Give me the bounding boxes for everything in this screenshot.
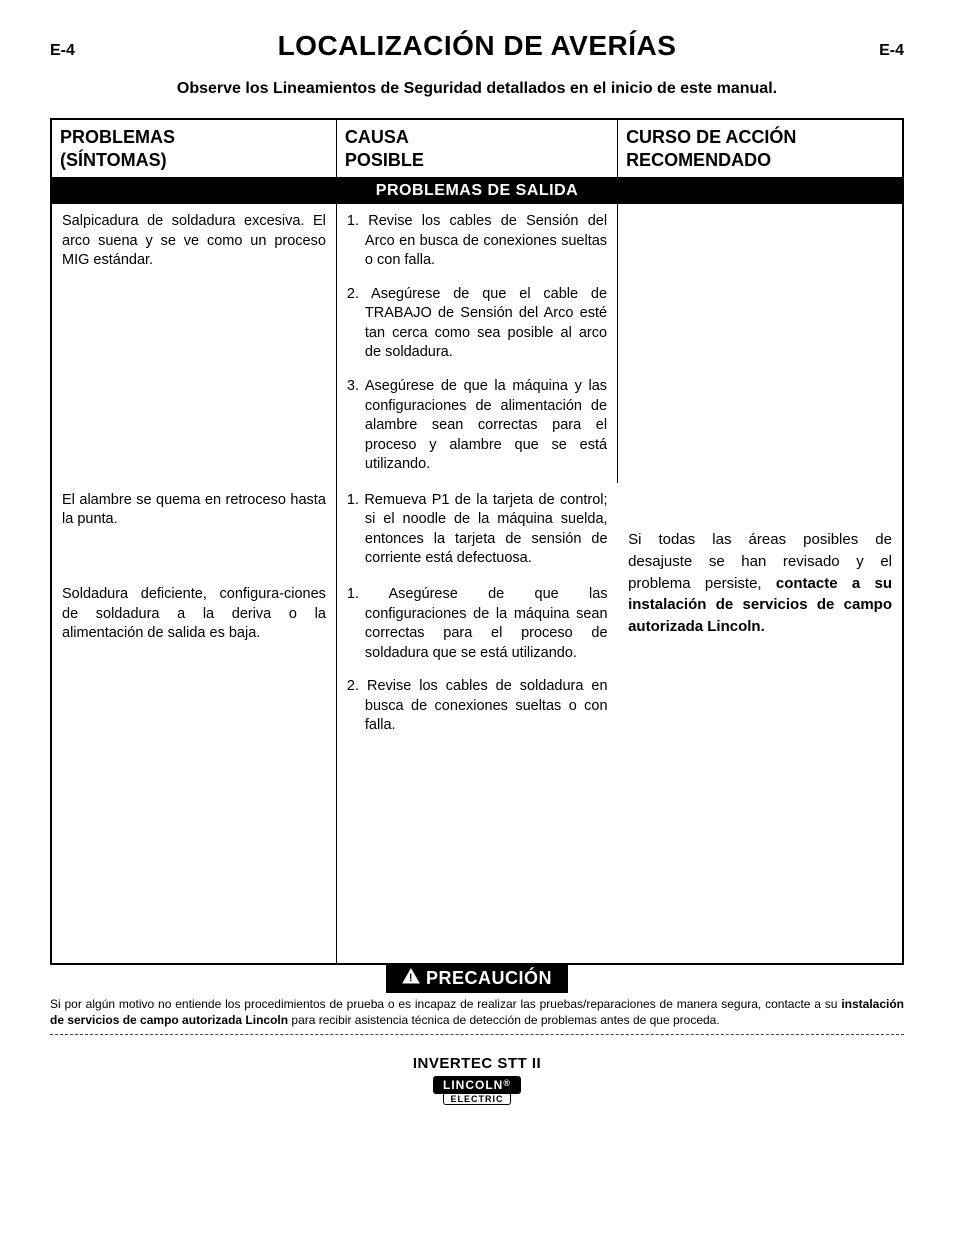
cause-cell: 1. Remueva P1 de la tarjeta de control; … <box>336 483 617 577</box>
caution-text: Si por algún motivo no entiende los proc… <box>50 997 904 1035</box>
col-cause-line2: POSIBLE <box>345 150 424 170</box>
cause-cell: 1. Revise los cables de Sensión del Arco… <box>336 204 617 483</box>
cause-list: 1. Asegúrese de que las configuraciones … <box>347 585 608 736</box>
troubleshooting-table: PROBLEMAS (SÍNTOMAS) CAUSA POSIBLE CURSO… <box>50 118 904 965</box>
cause-item: 1. Revise los cables de Sensión del Arco… <box>347 212 607 271</box>
column-header-problems: PROBLEMAS (SÍNTOMAS) <box>51 119 336 178</box>
warning-icon: ! <box>402 968 420 989</box>
cause-list: 1. Revise los cables de Sensión del Arco… <box>347 212 607 475</box>
logo-name: LINCOLN <box>443 1078 503 1092</box>
caution-prefix: Si por algún motivo no entiende los proc… <box>50 997 841 1011</box>
problem-cell: Soldadura deficiente, configura-ciones d… <box>51 577 336 744</box>
page-number-left: E-4 <box>50 42 75 60</box>
action-cell: Si todas las áreas posibles de desajuste… <box>618 204 903 964</box>
column-header-action: CURSO DE ACCIÓN RECOMENDADO <box>618 119 903 178</box>
page-title: LOCALIZACIÓN DE AVERÍAS <box>278 30 677 62</box>
cause-item: 1. Asegúrese de que las configuraciones … <box>347 585 608 663</box>
page-header: E-4 LOCALIZACIÓN DE AVERÍAS E-4 <box>50 30 904 62</box>
caution-label: PRECAUCIÓN <box>426 968 552 988</box>
page-number-right: E-4 <box>879 42 904 60</box>
empty-cell <box>51 744 336 964</box>
section-header-row: PROBLEMAS DE SALIDA <box>51 178 903 205</box>
footer-product: INVERTEC STT II <box>50 1055 904 1072</box>
cause-item: 2. Revise los cables de soldadura en bus… <box>347 677 608 736</box>
cause-item: 2. Asegúrese de que el cable de TRABAJO … <box>347 285 607 363</box>
table-row: Salpicadura de soldadura excesiva. El ar… <box>51 204 903 483</box>
caution-suffix: para recibir asistencia técnica de detec… <box>288 1013 720 1027</box>
brand-logo: LINCOLN® ELECTRIC <box>433 1076 521 1105</box>
col-problems-line2: (SÍNTOMAS) <box>60 150 167 170</box>
problem-cell: Salpicadura de soldadura excesiva. El ar… <box>51 204 336 483</box>
col-action-line2: RECOMENDADO <box>626 150 771 170</box>
page-footer: INVERTEC STT II LINCOLN® ELECTRIC <box>50 1055 904 1107</box>
section-header: PROBLEMAS DE SALIDA <box>51 178 903 205</box>
column-header-cause: CAUSA POSIBLE <box>336 119 617 178</box>
cause-list: 1. Remueva P1 de la tarjeta de control; … <box>347 491 608 569</box>
col-problems-line1: PROBLEMAS <box>60 127 175 147</box>
svg-text:!: ! <box>409 972 413 984</box>
cause-item: 1. Remueva P1 de la tarjeta de control; … <box>347 491 608 569</box>
cause-item: 3. Asegúrese de que la máquina y las con… <box>347 377 607 475</box>
empty-cell <box>336 744 617 964</box>
problem-cell: El alambre se quema en retroceso hasta l… <box>51 483 336 577</box>
caution-section: ! PRECAUCIÓN <box>50 964 904 993</box>
caution-badge: ! PRECAUCIÓN <box>386 964 568 993</box>
col-cause-line1: CAUSA <box>345 127 409 147</box>
col-action-line1: CURSO DE ACCIÓN <box>626 127 796 147</box>
page-subtitle: Observe los Lineamientos de Seguridad de… <box>50 80 904 98</box>
logo-bottom: ELECTRIC <box>443 1094 511 1105</box>
logo-top: LINCOLN® <box>433 1076 521 1094</box>
logo-registered: ® <box>503 1078 511 1088</box>
cause-cell: 1. Asegúrese de que las configuraciones … <box>336 577 617 744</box>
